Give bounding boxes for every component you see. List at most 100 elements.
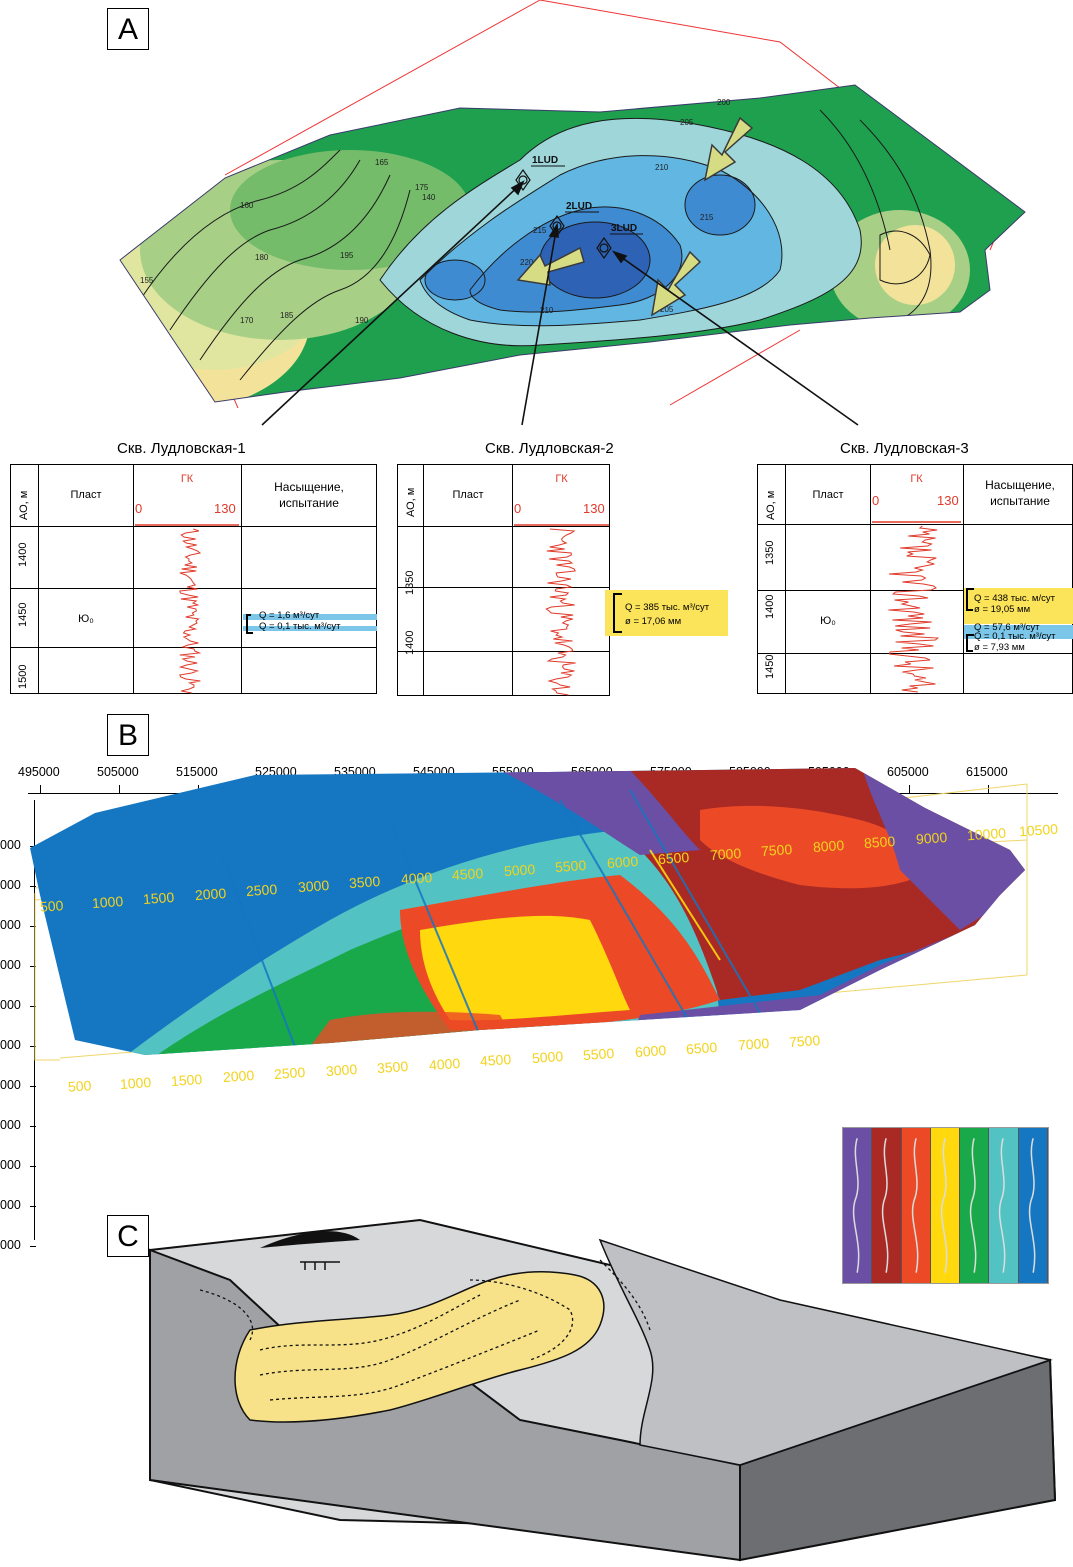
test-interval-yellow bbox=[605, 590, 728, 636]
inline-number: 6500 bbox=[657, 848, 690, 868]
test-result: Q = 57,6 м³/сут bbox=[974, 622, 1040, 633]
gk-column-header: ГК bbox=[555, 473, 568, 485]
gk-column-header: ГК bbox=[180, 473, 194, 485]
inline-number: 5000 bbox=[502, 860, 536, 880]
northing-tick-mark bbox=[30, 1046, 36, 1047]
facies-legend bbox=[842, 1127, 1049, 1284]
inline-number: 3500 bbox=[348, 872, 381, 892]
contour-label: 175 bbox=[415, 183, 429, 192]
test-result: ø = 17,06 мм bbox=[625, 616, 682, 627]
inline-number: 2000 bbox=[221, 1067, 255, 1086]
contour-label: 180 bbox=[255, 253, 269, 262]
gk-max: 130 bbox=[937, 493, 959, 508]
inline-number: 3000 bbox=[296, 876, 330, 896]
inline-number: 4000 bbox=[399, 868, 433, 888]
contour-label: 195 bbox=[340, 251, 354, 260]
contour-label: 205 bbox=[660, 305, 674, 314]
contour-label: 190 bbox=[355, 316, 369, 325]
contour-label: 200 bbox=[717, 98, 731, 107]
legend-facies-swatch bbox=[960, 1128, 990, 1283]
easting-tick-mark bbox=[909, 785, 910, 793]
inline-number: 4500 bbox=[479, 1051, 512, 1070]
contour-label: 155 bbox=[140, 276, 154, 285]
northing-tick: 000 bbox=[0, 878, 21, 892]
northing-tick-mark bbox=[30, 926, 36, 927]
inline-number: 6000 bbox=[633, 1041, 667, 1060]
inline-number: 5000 bbox=[530, 1048, 564, 1067]
contour-label: 165 bbox=[375, 158, 389, 167]
easting-tick-mark bbox=[988, 785, 989, 793]
panel-label-c: C bbox=[107, 1215, 149, 1257]
layer-column-header: Пласт bbox=[70, 489, 102, 501]
inline-number: 3000 bbox=[324, 1060, 358, 1080]
legend-facies-swatch bbox=[901, 1128, 931, 1283]
test-result: Q = 438 тыс. м/сут bbox=[974, 593, 1055, 604]
inline-number: 500 bbox=[67, 1077, 92, 1095]
easting-tick: 495000 bbox=[18, 765, 60, 779]
layer-name: Ю₀ bbox=[820, 615, 836, 627]
northing-tick-mark bbox=[30, 1086, 36, 1087]
test-result: Q = 0,1 тыс. м³/сут bbox=[259, 621, 341, 632]
well-log-2: АО, м Пласт ГК 0 130 1350 1400 bbox=[397, 464, 610, 696]
northing-tick-mark bbox=[30, 1006, 36, 1007]
saturation-column-header: Насыщение, испытание bbox=[985, 478, 1055, 508]
northing-tick: 000 bbox=[0, 1078, 21, 1092]
contour-label: 220 bbox=[520, 258, 534, 267]
gk-curve bbox=[178, 528, 202, 694]
test-result: Q = 1,6 м³/сут bbox=[259, 610, 320, 621]
northing-tick: 000 bbox=[0, 958, 21, 972]
inline-number: 7500 bbox=[788, 1032, 821, 1051]
contour-label: 185 bbox=[280, 311, 294, 320]
test-result: Q = 0,1 тыс. м³/сут bbox=[974, 631, 1056, 642]
inline-number: 1000 bbox=[118, 1073, 152, 1092]
well-title-1: Скв. Лудловская-1 bbox=[117, 440, 246, 457]
test-interval-yellow bbox=[964, 588, 1073, 624]
inline-number: 1500 bbox=[142, 888, 175, 908]
legend-facies-swatch bbox=[872, 1128, 902, 1283]
gk-min: 0 bbox=[872, 493, 880, 508]
northing-tick-mark bbox=[30, 966, 36, 967]
easting-tick: 615000 bbox=[966, 765, 1008, 779]
northing-tick-mark bbox=[30, 1126, 36, 1127]
gk-curve bbox=[545, 528, 576, 696]
well-title-3: Скв. Лудловская-3 bbox=[840, 440, 969, 457]
inline-number: 5500 bbox=[554, 856, 587, 876]
inline-number: 5500 bbox=[582, 1044, 615, 1064]
northing-tick-mark bbox=[30, 1206, 36, 1207]
northing-tick: 000 bbox=[0, 838, 21, 852]
inline-number: 9000 bbox=[914, 828, 948, 848]
inline-number: 8500 bbox=[863, 832, 896, 852]
legend-facies-swatch bbox=[843, 1128, 873, 1283]
inline-number: 10500 bbox=[1017, 820, 1058, 840]
well-label-1lud: 1LUD bbox=[532, 155, 558, 166]
easting-tick: 505000 bbox=[97, 765, 139, 779]
inline-number: 1000 bbox=[90, 892, 124, 912]
saturation-column-header: Насыщение, испытание bbox=[274, 480, 344, 510]
northing-tick: 000 bbox=[0, 1238, 21, 1252]
inline-number: 7000 bbox=[736, 1035, 770, 1054]
well-title-2: Скв. Лудловская-2 bbox=[485, 440, 614, 457]
gk-min: 0 bbox=[514, 501, 522, 516]
inline-number: 6000 bbox=[605, 852, 639, 872]
panel-label-b: B bbox=[107, 714, 149, 756]
inline-number: 2500 bbox=[245, 880, 278, 900]
northing-tick: 000 bbox=[0, 998, 21, 1012]
well-label-2lud: 2LUD bbox=[566, 201, 592, 212]
inline-number: 7500 bbox=[760, 840, 793, 860]
easting-tick: 605000 bbox=[887, 765, 929, 779]
northing-tick: 000 bbox=[0, 1158, 21, 1172]
northing-tick: 000 bbox=[0, 1038, 21, 1052]
gk-curve bbox=[888, 525, 940, 693]
northing-tick: 000 bbox=[0, 1198, 21, 1212]
test-interval-blue bbox=[243, 626, 377, 631]
northing-tick: 000 bbox=[0, 1118, 21, 1132]
layer-column-header: Пласт bbox=[452, 489, 484, 501]
gk-min: 0 bbox=[135, 501, 143, 516]
inline-number: 1500 bbox=[170, 1070, 203, 1089]
test-interval-blue bbox=[964, 625, 1073, 639]
contour-label: 210 bbox=[655, 163, 669, 172]
northing-tick-mark bbox=[30, 1246, 36, 1247]
inline-number: 4000 bbox=[427, 1054, 461, 1073]
panel-label-a: A bbox=[107, 8, 149, 50]
inline-number: 6500 bbox=[685, 1038, 718, 1057]
